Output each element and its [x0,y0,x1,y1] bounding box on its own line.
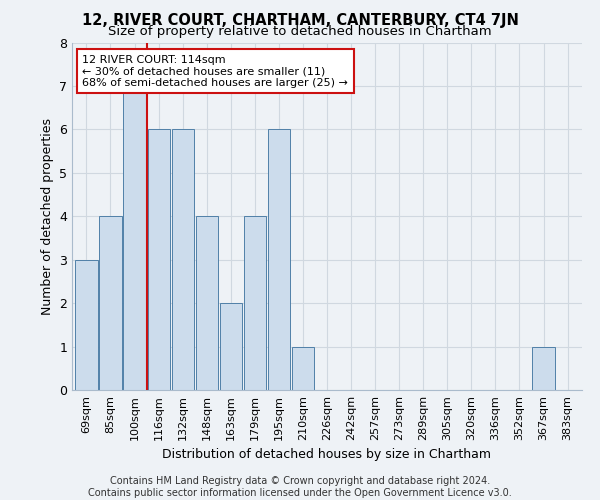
Y-axis label: Number of detached properties: Number of detached properties [41,118,53,315]
Text: 12 RIVER COURT: 114sqm
← 30% of detached houses are smaller (11)
68% of semi-det: 12 RIVER COURT: 114sqm ← 30% of detached… [82,54,348,88]
Bar [532,346,554,390]
Text: 12, RIVER COURT, CHARTHAM, CANTERBURY, CT4 7JN: 12, RIVER COURT, CHARTHAM, CANTERBURY, C… [82,12,518,28]
Bar [196,216,218,390]
Bar [244,216,266,390]
Text: Size of property relative to detached houses in Chartham: Size of property relative to detached ho… [108,25,492,38]
Bar [76,260,98,390]
Bar [220,303,242,390]
Bar [268,130,290,390]
Bar [100,216,122,390]
Text: Contains HM Land Registry data © Crown copyright and database right 2024.
Contai: Contains HM Land Registry data © Crown c… [88,476,512,498]
Bar [172,130,194,390]
Bar [148,130,170,390]
Bar [124,86,146,390]
X-axis label: Distribution of detached houses by size in Chartham: Distribution of detached houses by size … [163,448,491,462]
Bar [292,346,314,390]
